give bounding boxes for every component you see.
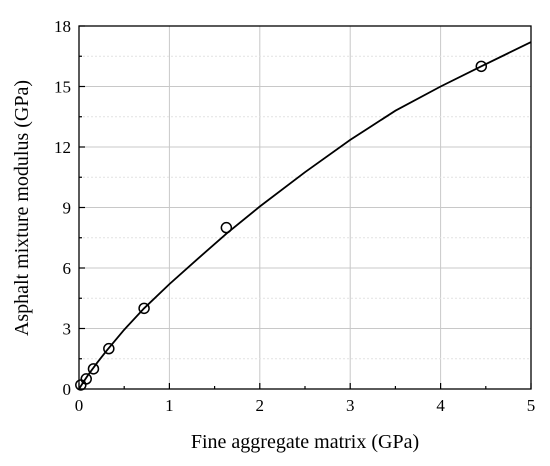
y-tick-labels: 0 3 6 9 12 15 18	[54, 17, 71, 399]
data-point	[475, 60, 488, 73]
y-tick-label: 15	[54, 78, 71, 97]
data-point	[87, 363, 100, 375]
y-tick-label: 18	[54, 17, 71, 36]
data-point	[103, 342, 115, 355]
grid	[79, 26, 531, 389]
y-tick-label: 0	[63, 380, 72, 399]
data-markers	[75, 60, 488, 391]
y-tick-label: 3	[63, 320, 72, 339]
data-point	[220, 221, 233, 234]
x-tick-label: 5	[527, 396, 536, 415]
fit-curve	[78, 41, 532, 390]
x-tick-label: 2	[256, 396, 265, 415]
x-axis-label: Fine aggregate matrix (GPa)	[191, 431, 419, 453]
y-tick-label: 6	[63, 259, 72, 278]
data-point	[138, 302, 150, 315]
y-tick-label: 12	[54, 138, 71, 157]
x-tick-label: 4	[436, 396, 445, 415]
y-tick-label: 9	[63, 199, 72, 218]
y-axis-label: Asphalt mixture modulus (GPa)	[11, 80, 33, 336]
x-tick-labels: 0 1 2 3 4 5	[75, 396, 536, 415]
x-tick-label: 1	[165, 396, 174, 415]
x-tick-label: 0	[75, 396, 84, 415]
x-tick-label: 3	[346, 396, 355, 415]
data-point	[80, 373, 92, 385]
